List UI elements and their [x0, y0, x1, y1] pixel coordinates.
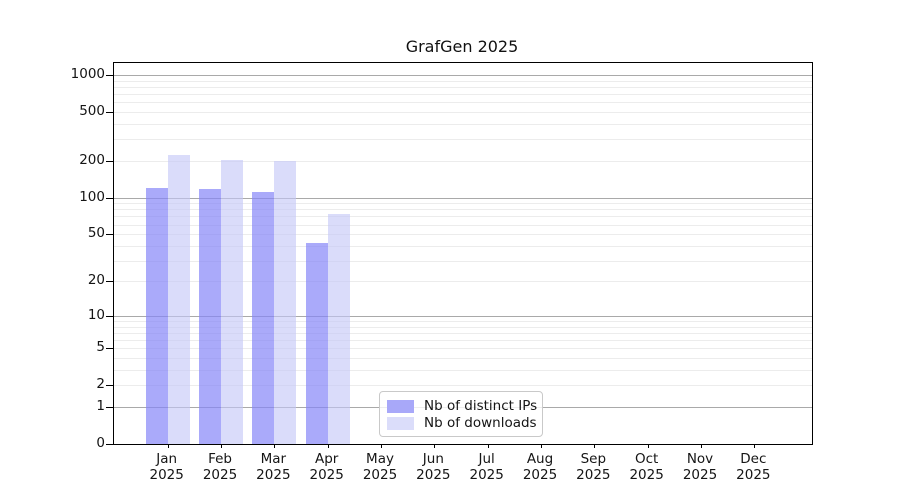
- x-tick-label: Apr 2025: [309, 451, 344, 483]
- gridline-major: [114, 197, 812, 199]
- gridline-minor: [114, 139, 812, 141]
- x-tick-mark: [647, 444, 649, 448]
- legend: Nb of distinct IPs Nb of downloads: [379, 391, 543, 437]
- gridline-major: [114, 75, 812, 77]
- y-tick-mark: [106, 234, 113, 236]
- y-tick-mark: [106, 385, 113, 387]
- legend-item: Nb of distinct IPs: [387, 398, 538, 415]
- gridline-minor: [114, 209, 812, 211]
- y-tick-label: 5: [96, 339, 105, 356]
- x-tick-mark: [327, 444, 329, 448]
- gridline-minor: [114, 245, 812, 247]
- y-tick-label: 0: [96, 435, 105, 451]
- gridline-minor: [114, 358, 812, 360]
- y-tick-mark: [106, 75, 113, 77]
- gridline-minor: [114, 216, 812, 218]
- gridline-minor: [114, 102, 812, 104]
- y-tick-mark: [106, 281, 113, 283]
- x-tick-label: May 2025: [362, 451, 398, 483]
- gridline-minor: [114, 224, 812, 226]
- x-tick-mark: [381, 444, 383, 448]
- y-tick-label: 20: [87, 272, 105, 289]
- gridline-minor: [114, 112, 812, 114]
- gridline-minor: [114, 234, 812, 236]
- x-tick-label: Oct 2025: [629, 451, 664, 483]
- plot-area: [106, 62, 813, 448]
- y-tick-label: 50: [87, 225, 105, 242]
- x-tick-mark: [434, 444, 436, 448]
- bar-downloads: [167, 154, 190, 444]
- x-tick-label: Feb 2025: [202, 451, 238, 483]
- x-tick-label: Jan 2025: [149, 451, 184, 483]
- x-tick-mark: [701, 444, 702, 448]
- y-tick-mark: [106, 444, 113, 445]
- gridline-minor: [114, 124, 812, 126]
- bar-distinct-ips: [305, 243, 328, 444]
- x-tick-label: Nov 2025: [682, 451, 718, 483]
- legend-label: Nb of distinct IPs: [424, 398, 538, 414]
- legend-label: Nb of downloads: [424, 415, 537, 431]
- bar-downloads: [327, 213, 350, 444]
- gridline-minor: [114, 80, 812, 82]
- gridline-major: [114, 316, 812, 317]
- x-tick-label: Jun 2025: [416, 451, 451, 483]
- y-tick-mark: [106, 197, 113, 199]
- bar-downloads: [221, 159, 244, 444]
- y-tick-label: 200: [79, 151, 105, 168]
- gridline-minor: [114, 321, 812, 323]
- gridline-minor: [114, 160, 812, 162]
- gridline-minor: [114, 326, 812, 328]
- bar-distinct-ips: [145, 187, 168, 444]
- gridline-minor: [114, 203, 812, 205]
- y-tick-mark: [106, 348, 113, 350]
- bar-distinct-ips: [199, 189, 222, 444]
- x-tick-mark: [754, 444, 756, 448]
- bar-distinct-ips: [252, 192, 275, 444]
- legend-swatch-downloads: [387, 417, 414, 430]
- y-tick-mark: [106, 160, 113, 162]
- x-tick-mark: [541, 444, 542, 448]
- gridline-minor: [114, 385, 812, 387]
- x-tick-mark: [487, 444, 489, 448]
- y-tick-label: 10: [87, 307, 105, 323]
- gridline-minor: [114, 340, 812, 342]
- x-tick-mark: [274, 444, 276, 448]
- gridline-minor: [114, 281, 812, 283]
- y-tick-mark: [106, 407, 113, 408]
- gridline-minor: [114, 370, 812, 371]
- y-tick-mark: [106, 316, 113, 317]
- legend-swatch-distinct-ips: [387, 400, 414, 413]
- gridline-minor: [114, 348, 812, 350]
- x-tick-label: Jul 2025: [469, 451, 504, 483]
- chart-title: GrafGen 2025: [405, 37, 519, 56]
- y-tick-label: 100: [79, 188, 105, 205]
- x-tick-label: Sep 2025: [576, 451, 611, 483]
- x-tick-mark: [221, 444, 223, 448]
- gridline-minor: [114, 333, 812, 334]
- x-tick-mark: [594, 444, 596, 448]
- x-tick-label: Mar 2025: [256, 451, 291, 483]
- y-tick-mark: [106, 112, 113, 114]
- gridline-minor: [114, 94, 812, 96]
- gridline-minor: [114, 260, 812, 262]
- y-tick-label: 500: [79, 103, 105, 120]
- legend-item: Nb of downloads: [387, 415, 537, 432]
- y-tick-label: 1: [96, 398, 105, 414]
- gridline-minor: [114, 87, 812, 89]
- x-tick-label: Aug 2025: [522, 451, 558, 483]
- x-tick-label: Dec 2025: [736, 451, 771, 483]
- y-tick-label: 1000: [70, 66, 105, 83]
- x-tick-mark: [167, 444, 169, 448]
- bar-downloads: [274, 160, 297, 444]
- y-tick-label: 2: [96, 376, 105, 393]
